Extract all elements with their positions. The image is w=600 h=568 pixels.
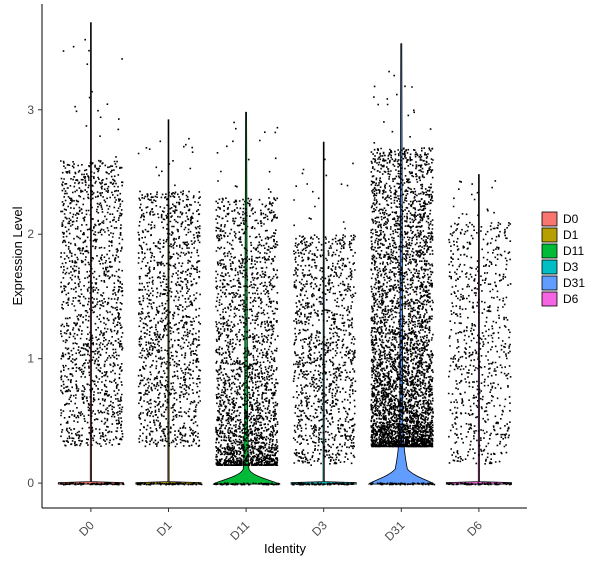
legend-swatch-d0 — [541, 211, 558, 227]
x-tick-label-d6: D6 — [464, 518, 485, 539]
legend-swatch-d1 — [541, 227, 558, 243]
legend-swatch-d31 — [541, 275, 558, 291]
jitter-point-cloud — [291, 158, 357, 486]
y-axis-ticks: 0 1 2 3 — [27, 103, 42, 490]
jitter-points-d11 — [213, 121, 281, 486]
y-tick-label: 1 — [27, 352, 34, 366]
violin-group-d6 — [445, 174, 512, 486]
legend-label-d0: D0 — [563, 212, 579, 226]
y-tick-label: 3 — [27, 103, 34, 117]
x-tick-label-d11: D11 — [227, 518, 252, 543]
x-tick-label-d0: D0 — [76, 518, 97, 539]
y-tick-label: 0 — [27, 476, 34, 490]
plot-area — [57, 22, 512, 486]
legend-swatch-d11 — [541, 243, 558, 259]
violin-d11 — [212, 111, 280, 485]
y-tick-label: 2 — [27, 227, 34, 241]
y-axis-title: Expression Level — [10, 206, 25, 305]
x-tick-label-d1: D1 — [154, 518, 175, 539]
violin-d31 — [367, 43, 435, 485]
violin-d3 — [290, 141, 357, 485]
jitter-point-cloud — [369, 70, 436, 486]
violin-group-d31 — [367, 43, 436, 486]
legend-label-d3: D3 — [563, 260, 579, 274]
x-axis-ticks: D0 D1 D11 D3 D31 D6 — [76, 508, 485, 544]
jitter-point-cloud — [446, 180, 512, 486]
legend-swatch-d3 — [541, 259, 558, 275]
violin-group-d11 — [212, 111, 281, 486]
jitter-points-d6 — [446, 180, 512, 486]
violin-group-d1 — [135, 119, 203, 486]
x-axis-title: Identity — [264, 541, 306, 556]
legend-swatch-d6 — [541, 291, 558, 307]
jitter-point-cloud — [213, 121, 281, 486]
jitter-point-cloud — [59, 38, 125, 486]
violin-group-d0 — [57, 22, 125, 486]
legend-label-d11: D11 — [563, 244, 584, 258]
legend-label-d6: D6 — [563, 292, 579, 306]
jitter-points-d31 — [369, 70, 436, 486]
jitter-points-d3 — [291, 158, 357, 486]
legend: D0 D1 D11 D3 D31 D6 — [541, 211, 585, 307]
jitter-points-d1 — [136, 137, 203, 486]
legend-label-d31: D31 — [563, 276, 585, 290]
legend-label-d1: D1 — [563, 228, 579, 242]
jitter-points-d0 — [59, 38, 125, 486]
violin-group-d3 — [290, 141, 357, 486]
jitter-point-cloud — [136, 137, 203, 486]
x-tick-label-d31: D31 — [382, 518, 408, 544]
x-tick-label-d3: D3 — [309, 518, 330, 539]
